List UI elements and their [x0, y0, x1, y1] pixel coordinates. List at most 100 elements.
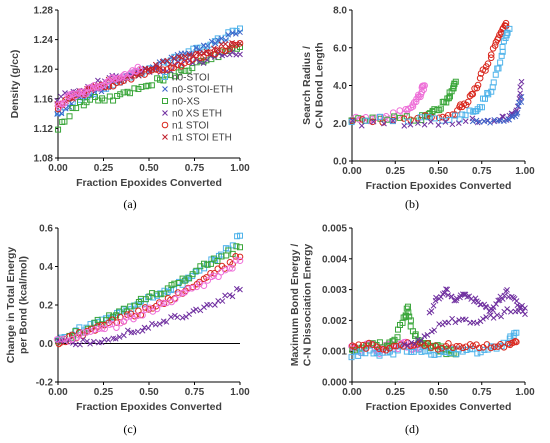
data-point — [418, 348, 425, 355]
y-tick-label: 1.28 — [34, 6, 54, 17]
series-red — [349, 19, 510, 126]
data-point — [499, 44, 506, 51]
data-point — [495, 297, 502, 304]
y-tick-label: 0.2 — [39, 301, 53, 312]
x-tick-label: 0.25 — [94, 387, 114, 398]
data-point — [139, 311, 146, 319]
data-point — [355, 115, 362, 122]
data-point — [522, 305, 528, 311]
y-tick-label: 1.24 — [34, 35, 54, 46]
data-point — [507, 333, 514, 340]
data-point — [444, 286, 451, 293]
data-point — [236, 257, 244, 265]
data-point — [498, 313, 505, 320]
data-point — [90, 338, 97, 345]
data-point — [193, 306, 199, 313]
data-point — [483, 341, 491, 348]
data-point — [182, 67, 189, 74]
data-point — [446, 349, 453, 356]
y-tick-label: 8.0 — [333, 6, 347, 17]
data-point — [411, 340, 418, 347]
data-point — [146, 304, 153, 312]
x-axis-label: Fraction Epoxides Converted — [366, 401, 512, 413]
x-tick-label: 0.50 — [429, 387, 449, 398]
data-point — [164, 289, 171, 296]
data-point — [181, 288, 189, 296]
data-point — [463, 346, 470, 353]
data-point — [76, 99, 83, 106]
y-axis-label: Change in Total Energyper Bond (kcal/mol… — [5, 247, 30, 364]
panel-c: 0.00 0.25 0.50 0.75 1.00 -0.2 0.0 0.2 0.4 0.6 Frac… — [5, 224, 250, 437]
data-point — [518, 78, 525, 85]
data-point — [171, 55, 177, 62]
data-point — [390, 342, 398, 350]
data-point — [442, 119, 449, 125]
data-point — [491, 343, 498, 351]
data-point — [487, 54, 495, 62]
data-point — [229, 49, 236, 56]
data-point — [370, 118, 377, 125]
data-point — [501, 292, 508, 299]
y-axis-label-line: C-N Bond Length — [314, 42, 326, 128]
x-tick-label: 0.00 — [342, 387, 362, 398]
y-tick-label: 1.16 — [34, 94, 54, 105]
data-point — [219, 298, 226, 304]
data-point — [207, 41, 214, 48]
data-point — [432, 115, 439, 122]
x-tick-label: 1.00 — [230, 387, 250, 398]
data-point — [237, 25, 243, 32]
data-point — [396, 107, 404, 114]
data-point — [365, 339, 373, 347]
data-point — [148, 82, 155, 89]
data-point — [518, 99, 525, 105]
data-point — [483, 304, 490, 311]
data-point — [184, 285, 192, 293]
data-point — [436, 107, 443, 114]
data-point — [134, 63, 142, 71]
data-point — [83, 329, 90, 336]
data-point — [421, 333, 428, 339]
data-point — [193, 44, 199, 51]
data-point — [90, 82, 98, 89]
data-point — [501, 118, 507, 124]
data-point — [91, 94, 98, 101]
data-point — [473, 117, 480, 124]
data-point — [431, 327, 438, 333]
data-point — [381, 120, 387, 127]
x-tick-label: 0.25 — [386, 166, 406, 177]
data-point — [237, 29, 243, 36]
y-tick-label: 1.12 — [34, 124, 54, 135]
data-point — [369, 118, 376, 126]
data-point — [109, 82, 117, 90]
data-point — [194, 44, 201, 51]
data-point — [466, 107, 473, 114]
data-point — [204, 261, 211, 268]
panel-d: 0.00 0.25 0.50 0.75 1.00 0.000 0.001 0.002 0.003… — [289, 224, 535, 437]
y-tick-label: 0.0 — [333, 157, 347, 168]
y-axis-label-line: Maximum Bond Energy / — [289, 244, 301, 367]
data-point — [504, 286, 510, 293]
x-tick-label: 0.75 — [472, 166, 492, 177]
data-point — [124, 327, 131, 334]
data-point — [412, 332, 419, 339]
data-point — [106, 312, 113, 319]
data-point — [376, 113, 383, 120]
data-point — [138, 66, 145, 73]
data-point — [163, 319, 170, 325]
data-point — [130, 315, 137, 323]
data-point — [375, 345, 383, 352]
panel-label: (d) — [405, 422, 419, 436]
data-point — [66, 113, 73, 120]
data-point — [462, 112, 469, 119]
data-point — [233, 243, 240, 250]
y-tick-label: 0.000 — [322, 378, 347, 389]
data-point — [443, 286, 449, 293]
legend-label: n0-STOI-ETH — [172, 85, 233, 96]
data-point — [148, 66, 156, 74]
data-point — [226, 264, 233, 272]
data-point — [171, 73, 178, 80]
data-point — [203, 48, 210, 55]
data-point — [401, 341, 408, 348]
data-point — [477, 70, 485, 77]
data-point — [160, 299, 167, 307]
